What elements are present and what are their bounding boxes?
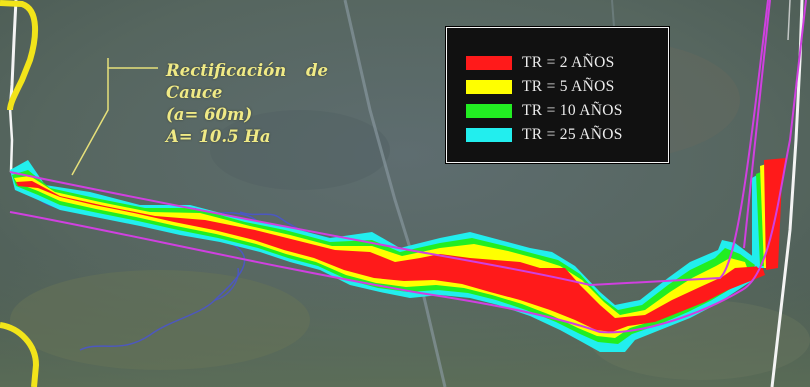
- legend-swatch: [466, 128, 512, 142]
- legend-label: TR = 10 AÑOS: [522, 102, 623, 119]
- road-white: [787, 0, 791, 41]
- terrain-patch: [210, 110, 390, 190]
- road-yellow: [0, 322, 40, 387]
- annotation-line: (a= 60m): [166, 105, 253, 124]
- legend-label: TR = 5 AÑOS: [522, 78, 615, 95]
- terrain-patch: [10, 270, 310, 370]
- channel-annotation: Rectificación de Cauce (a= 60m) A= 10.5 …: [166, 60, 341, 148]
- legend-label: TR = 25 AÑOS: [522, 126, 623, 143]
- road-yellow: [0, 0, 39, 111]
- channel-outline: [9, 0, 807, 334]
- legend-item: TR = 2 AÑOS: [447, 51, 668, 75]
- legend: TR = 2 AÑOS TR = 5 AÑOS TR = 10 AÑOS TR …: [445, 26, 670, 164]
- river-trace: [214, 267, 239, 301]
- annotation-line: Rectificación de: [166, 61, 328, 80]
- legend-label: TR = 2 AÑOS: [522, 54, 615, 71]
- annotation-line: Cauce: [166, 83, 223, 102]
- legend-item: TR = 5 AÑOS: [447, 75, 668, 99]
- legend-swatch: [466, 80, 512, 94]
- legend-swatch: [466, 56, 512, 70]
- flood-zone-tr-2: [16, 181, 765, 332]
- annotation-line: A= 10.5 Ha: [166, 127, 271, 146]
- legend-item: TR = 10 AÑOS: [447, 99, 668, 123]
- channel-outline: [9, 0, 769, 287]
- dirt-track: [343, 0, 447, 387]
- annotation-leader: [71, 67, 158, 176]
- road-white: [8, 107, 14, 173]
- legend-item: TR = 25 AÑOS: [447, 123, 668, 147]
- legend-swatch: [466, 104, 512, 118]
- channel-outline: [743, 0, 771, 249]
